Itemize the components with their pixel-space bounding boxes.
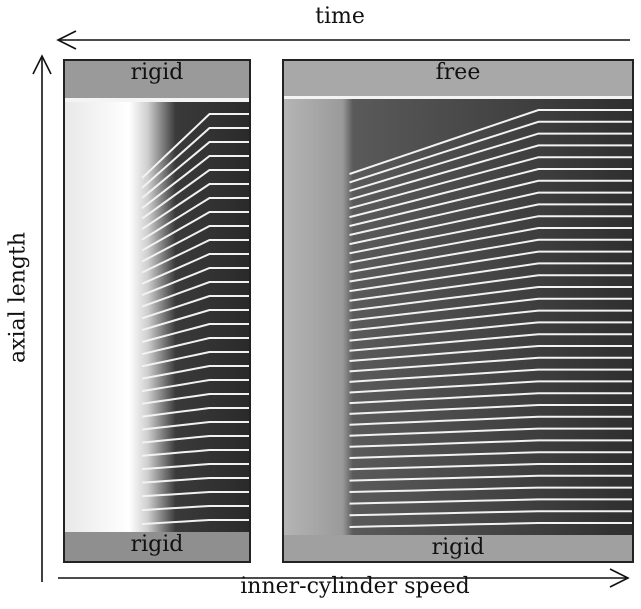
top-boundary-band [283, 60, 633, 96]
vortex-stripe [349, 179, 633, 227]
vortex-stripe [349, 498, 633, 505]
time-axis-label: time [315, 4, 365, 29]
vortex-stripe [141, 267, 250, 297]
vortex-stripe [141, 379, 250, 393]
vortex-stripe [141, 183, 250, 230]
vortex-stripe [349, 297, 633, 322]
vortex-stripe [349, 156, 633, 210]
vortex-stripe [141, 141, 250, 199]
vortex-stripe [141, 393, 250, 405]
vortex-stripe [141, 211, 250, 252]
vortex-stripe [141, 323, 250, 343]
vortex-stripe [349, 333, 633, 352]
vortex-stripe [349, 486, 633, 493]
vortex-stripe [141, 253, 250, 285]
vortex-stripe [349, 168, 633, 219]
vortex-stripe [141, 127, 250, 189]
vortex-stripe [141, 407, 250, 418]
vortex-stripe [141, 351, 250, 368]
right-panel-top-boundary-label: free [435, 60, 481, 85]
vortex-stripe [349, 215, 633, 255]
vortex-stripe [349, 368, 633, 383]
vortex-stripe [349, 274, 633, 302]
vortex-stripe [349, 439, 633, 448]
bottom-boundary-band [283, 535, 633, 562]
panel-right-free-rigid [282, 59, 634, 563]
time-arrow [56, 30, 630, 50]
vortex-stripe [349, 250, 633, 283]
vortex-stripe [349, 227, 633, 264]
vortex-stripe [141, 239, 250, 274]
vortex-stripe [141, 365, 250, 380]
left-panel-top-boundary-label: rigid [130, 60, 184, 85]
inner-cylinder-speed-axis-label: inner-cylinder speed [240, 574, 470, 599]
vortex-stripe [349, 132, 633, 192]
axial-length-axis-label: axial length [5, 231, 31, 364]
vortex-stripe [142, 449, 250, 457]
vortex-stripe [141, 225, 250, 263]
vortex-stripe [141, 295, 250, 320]
right-panel-bottom-boundary-label: rigid [431, 535, 485, 560]
vortex-stripe [349, 463, 633, 471]
vortex-stripe [141, 169, 250, 220]
vortex-stripe [141, 155, 250, 209]
vortex-stripe [349, 427, 633, 437]
vortex-stripe [142, 477, 250, 484]
vortex-stripe [349, 286, 633, 312]
vortex-stripe [349, 309, 633, 332]
inner-cylinder-speed-arrow [58, 568, 630, 588]
vortex-stripe [141, 281, 250, 308]
vortex-stripe [142, 491, 250, 498]
left-panel-bottom-boundary-label: rigid [130, 532, 184, 557]
vortex-stripe [349, 510, 633, 517]
vortex-stripe [141, 309, 250, 332]
vortex-stripe [349, 191, 633, 236]
vortex-stripe [349, 144, 633, 201]
vortex-stripe [142, 435, 250, 444]
vortex-stripe [349, 356, 633, 373]
vortex-stripe [349, 474, 633, 482]
vortex-stripe [349, 415, 633, 426]
vortex-stripe [349, 203, 633, 246]
vortex-stripe [142, 519, 250, 525]
top-boundary-band [64, 60, 250, 98]
vortex-stripe [349, 109, 633, 175]
vortex-stripe [141, 337, 250, 356]
vortex-stripe [349, 522, 633, 528]
vortex-stripe [141, 197, 250, 241]
vortex-stripe [142, 463, 250, 471]
vortex-stripe [349, 392, 633, 405]
vortex-stripe [349, 238, 633, 273]
vortex-stripe [349, 404, 633, 415]
axial-length-arrow [32, 54, 52, 582]
bottom-boundary-band [64, 532, 250, 562]
vortex-stripe [142, 505, 250, 512]
panel-left-rigid-rigid [63, 59, 251, 563]
vortex-stripe [141, 113, 250, 179]
vortex-stripe [349, 345, 633, 362]
vortex-stripe [141, 421, 250, 431]
vortex-stripe [349, 262, 633, 293]
vortex-stripe [349, 451, 633, 459]
vortex-stripe [349, 120, 633, 184]
vortex-stripe [349, 380, 633, 394]
vortex-stripe [349, 321, 633, 342]
